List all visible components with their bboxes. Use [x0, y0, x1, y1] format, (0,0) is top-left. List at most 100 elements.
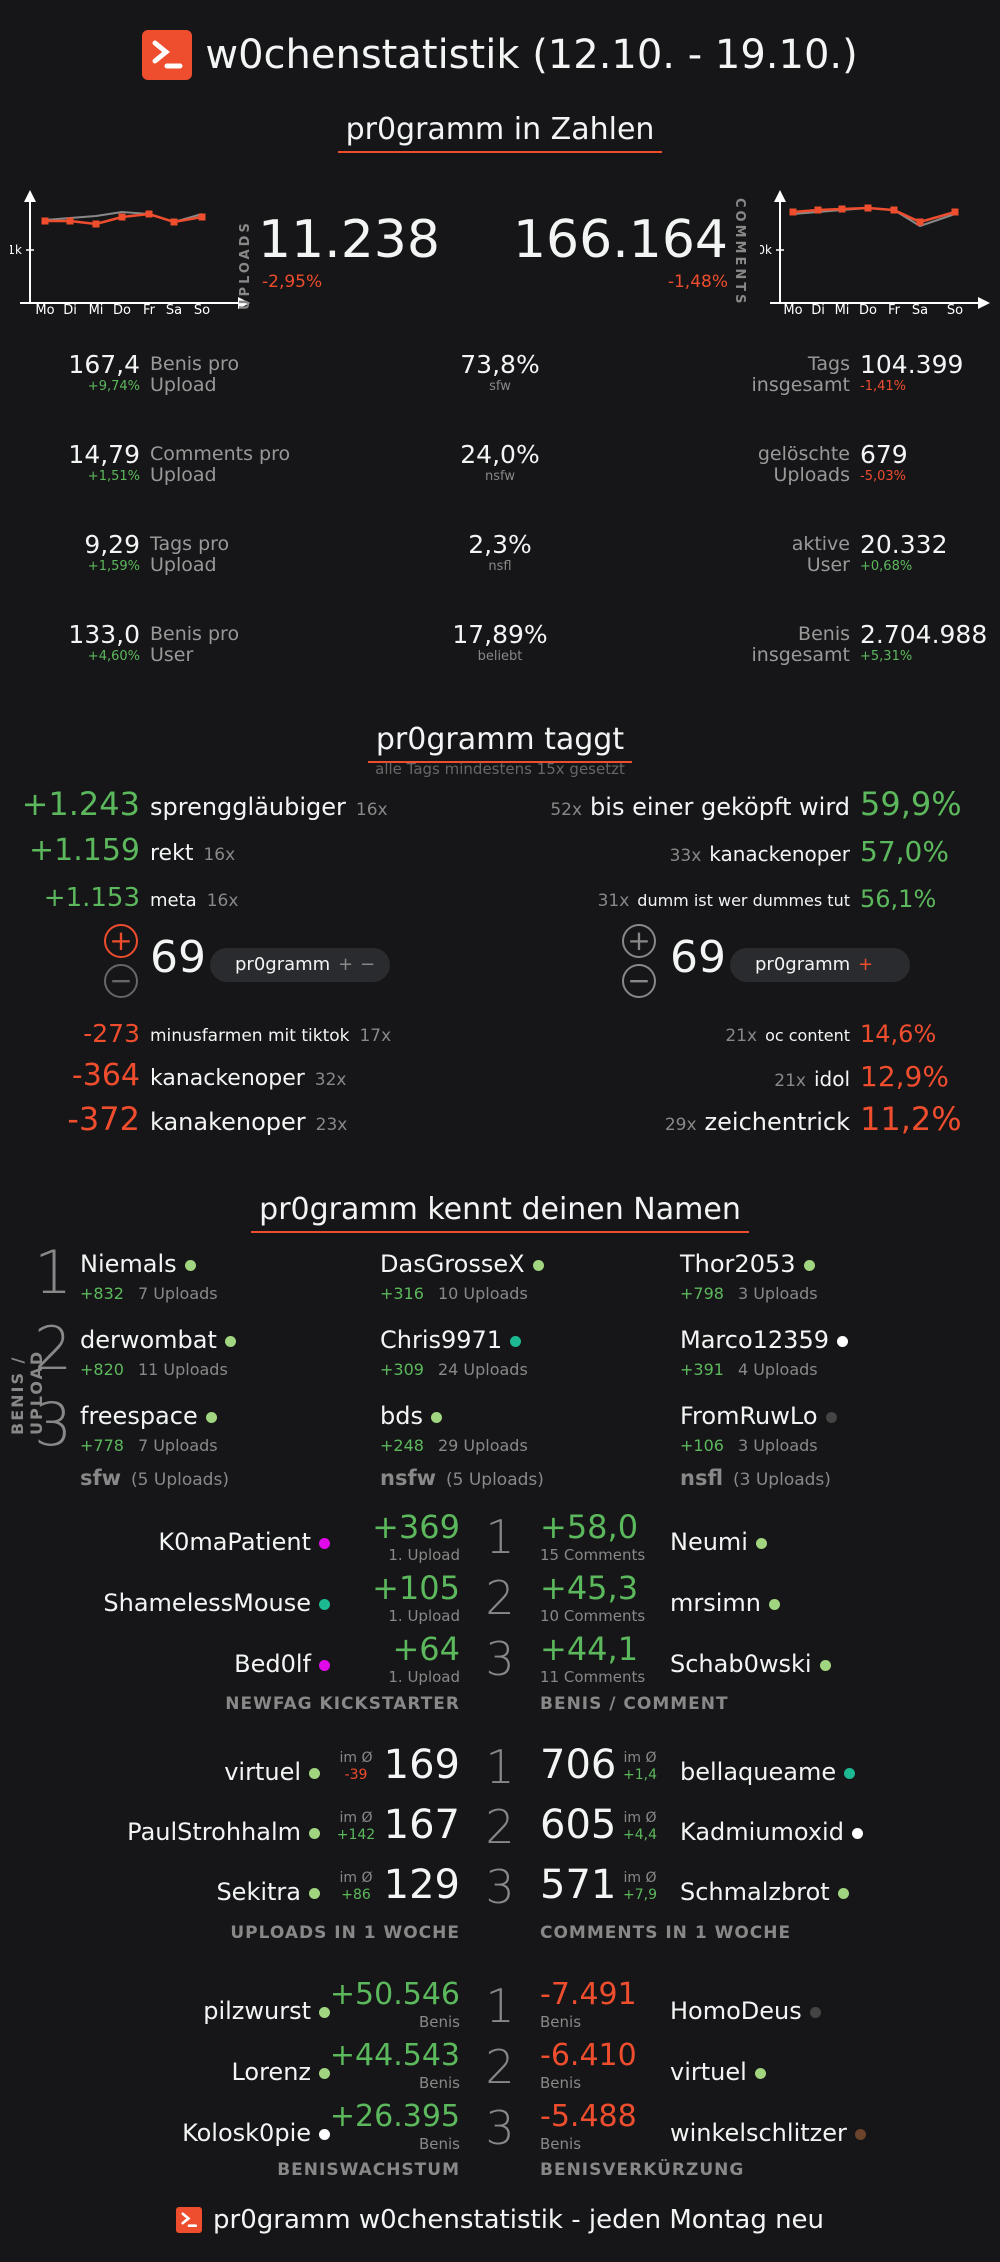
downvote-minus-icon[interactable]: − [104, 964, 138, 998]
tag-count: 16x [206, 891, 239, 911]
tag-row: 21x oc content 14,6% [500, 1010, 1000, 1054]
tag-label-wrap: rekt 16x [150, 841, 235, 866]
tag-pill-plus-icon[interactable]: + [858, 954, 874, 975]
benis-comment-score: +58,0 [540, 1508, 639, 1546]
user-name[interactable]: Neumi [670, 1528, 767, 1556]
user-name-text[interactable]: Schab0wski [670, 1650, 812, 1678]
comments-week-label: COMMENTS IN 1 WOCHE [540, 1923, 792, 1943]
user-name[interactable]: FromRuwLo [680, 1402, 837, 1430]
tag-name[interactable]: sprenggläubiger [150, 793, 346, 821]
user-name[interactable]: derwombat [80, 1326, 236, 1354]
tag-name[interactable]: oc content [765, 1026, 850, 1045]
mid-stat-value: 2,3% [468, 530, 532, 559]
user-name-text[interactable]: bds [380, 1402, 423, 1430]
shrink-unit: Benis [540, 2074, 582, 2092]
user-name[interactable]: HomoDeus [670, 1997, 821, 2025]
upvote-plus-icon[interactable]: + [104, 924, 138, 958]
user-name[interactable]: mrsimn [670, 1589, 781, 1617]
user-name[interactable]: bds [380, 1402, 442, 1430]
downvote-minus-icon[interactable]: − [622, 964, 656, 998]
user-name-text[interactable]: Thor2053 [680, 1250, 796, 1278]
stat-label: insgesamt [751, 644, 850, 666]
user-name[interactable]: bellaqueame [680, 1758, 856, 1786]
user-name-text[interactable]: FromRuwLo [680, 1402, 818, 1430]
stat-change: +9,74% [87, 379, 140, 394]
mid-stat-value: 24,0% [460, 440, 540, 469]
user-name-text[interactable]: Marco12359 [680, 1326, 829, 1354]
user-name-text[interactable]: Neumi [670, 1528, 748, 1556]
user-name-text[interactable]: freespace [80, 1402, 198, 1430]
tag-name[interactable]: idol [813, 1067, 850, 1091]
tag-pill-left[interactable]: pr0gramm + − [210, 948, 390, 982]
tag-name[interactable]: kanakenoper [150, 1108, 306, 1136]
user-name[interactable]: Kadmiumoxid [680, 1818, 863, 1846]
user-uploads: 7 Uploads [137, 1436, 218, 1455]
user-name-text[interactable]: Kolosk0pie [182, 2119, 311, 2147]
user-name-text[interactable]: Chris9971 [380, 1326, 503, 1354]
comments-chart-point [890, 206, 898, 214]
user-name[interactable]: ShamelessMouse [103, 1589, 330, 1617]
shrink-value: -6.410 [540, 2038, 637, 2073]
user-name-text[interactable]: virtuel [224, 1758, 301, 1786]
user-name-text[interactable]: K0maPatient [158, 1528, 311, 1556]
tag-name[interactable]: minusfarmen mit tiktok [150, 1026, 350, 1046]
tag-name[interactable]: bis einer geköpft wird [590, 793, 850, 821]
tag-name[interactable]: meta [150, 890, 197, 911]
user-name[interactable]: virtuel [670, 2058, 766, 2086]
user-name-text[interactable]: ShamelessMouse [103, 1589, 311, 1617]
user-name-text[interactable]: PaulStrohhalm [127, 1818, 301, 1846]
tag-name[interactable]: dumm ist wer dummes tut [637, 891, 850, 910]
user-name[interactable]: Kolosk0pie [182, 2119, 330, 2147]
tag-name[interactable]: kanackenoper [709, 842, 850, 866]
user-name-text[interactable]: Bed0lf [234, 1650, 311, 1678]
user-name-text[interactable]: HomoDeus [670, 1997, 802, 2025]
header: w0chenstatistik (12.10. - 19.10.) [0, 30, 1000, 90]
user-name[interactable]: K0maPatient [158, 1528, 330, 1556]
uploads-chart-point [66, 217, 74, 225]
tag-name[interactable]: rekt [150, 841, 194, 866]
user-rank-dot [319, 1537, 330, 1549]
tag-name[interactable]: kanackenoper [150, 1066, 305, 1091]
user-stats: +248 29 Uploads [380, 1436, 528, 1455]
user-name-text[interactable]: Sekitra [216, 1878, 301, 1906]
user-name-text[interactable]: winkelschlitzer [670, 2119, 847, 2147]
user-name-text[interactable]: pilzwurst [203, 1997, 311, 2025]
user-name[interactable]: Thor2053 [680, 1250, 815, 1278]
user-name[interactable]: freespace [80, 1402, 217, 1430]
tag-pill-plus-icon[interactable]: + [338, 954, 354, 975]
tag-label-wrap: minusfarmen mit tiktok 17x [150, 1026, 391, 1046]
comments-value: 166.164 [512, 210, 728, 270]
user-name-text[interactable]: Lorenz [231, 2058, 311, 2086]
user-name-text[interactable]: mrsimn [670, 1589, 762, 1617]
upvote-plus-icon[interactable]: + [622, 924, 656, 958]
tag-pill-right[interactable]: pr0gramm + [730, 948, 910, 982]
user-name[interactable]: Marco12359 [680, 1326, 848, 1354]
tag-pill-minus-icon[interactable]: − [360, 954, 376, 975]
user-name-text[interactable]: derwombat [80, 1326, 217, 1354]
user-name-text[interactable]: DasGrosseX [380, 1250, 525, 1278]
user-name[interactable]: Bed0lf [234, 1650, 330, 1678]
user-name-text[interactable]: Schmalzbrot [680, 1878, 830, 1906]
user-name[interactable]: Chris9971 [380, 1326, 522, 1354]
user-name-text[interactable]: Kadmiumoxid [680, 1818, 844, 1846]
user-name[interactable]: Schmalzbrot [680, 1878, 849, 1906]
user-name[interactable]: DasGrosseX [380, 1250, 544, 1278]
user-name-text[interactable]: virtuel [670, 2058, 747, 2086]
user-name[interactable]: virtuel [224, 1758, 320, 1786]
column-footer: sfw (5 Uploads) [80, 1466, 229, 1490]
user-name-text[interactable]: bellaqueame [680, 1758, 837, 1786]
column-footer-sub: (5 Uploads) [131, 1470, 229, 1490]
user-name[interactable]: Sekitra [216, 1878, 320, 1906]
user-name[interactable]: Lorenz [231, 2058, 330, 2086]
user-name-text[interactable]: Niemals [80, 1250, 177, 1278]
avg-value: +7,9 [623, 1887, 657, 1903]
user-name[interactable]: Schab0wski [670, 1650, 831, 1678]
user-score: +309 [380, 1360, 424, 1379]
user-name[interactable]: Niemals [80, 1250, 196, 1278]
tag-name[interactable]: zeichentrick [704, 1108, 850, 1136]
user-name[interactable]: PaulStrohhalm [127, 1818, 320, 1846]
user-name[interactable]: pilzwurst [203, 1997, 330, 2025]
tag-label-wrap: 31x dumm ist wer dummes tut [598, 891, 850, 911]
user-name[interactable]: winkelschlitzer [670, 2119, 866, 2147]
stat-label: Tags pro [150, 533, 230, 555]
